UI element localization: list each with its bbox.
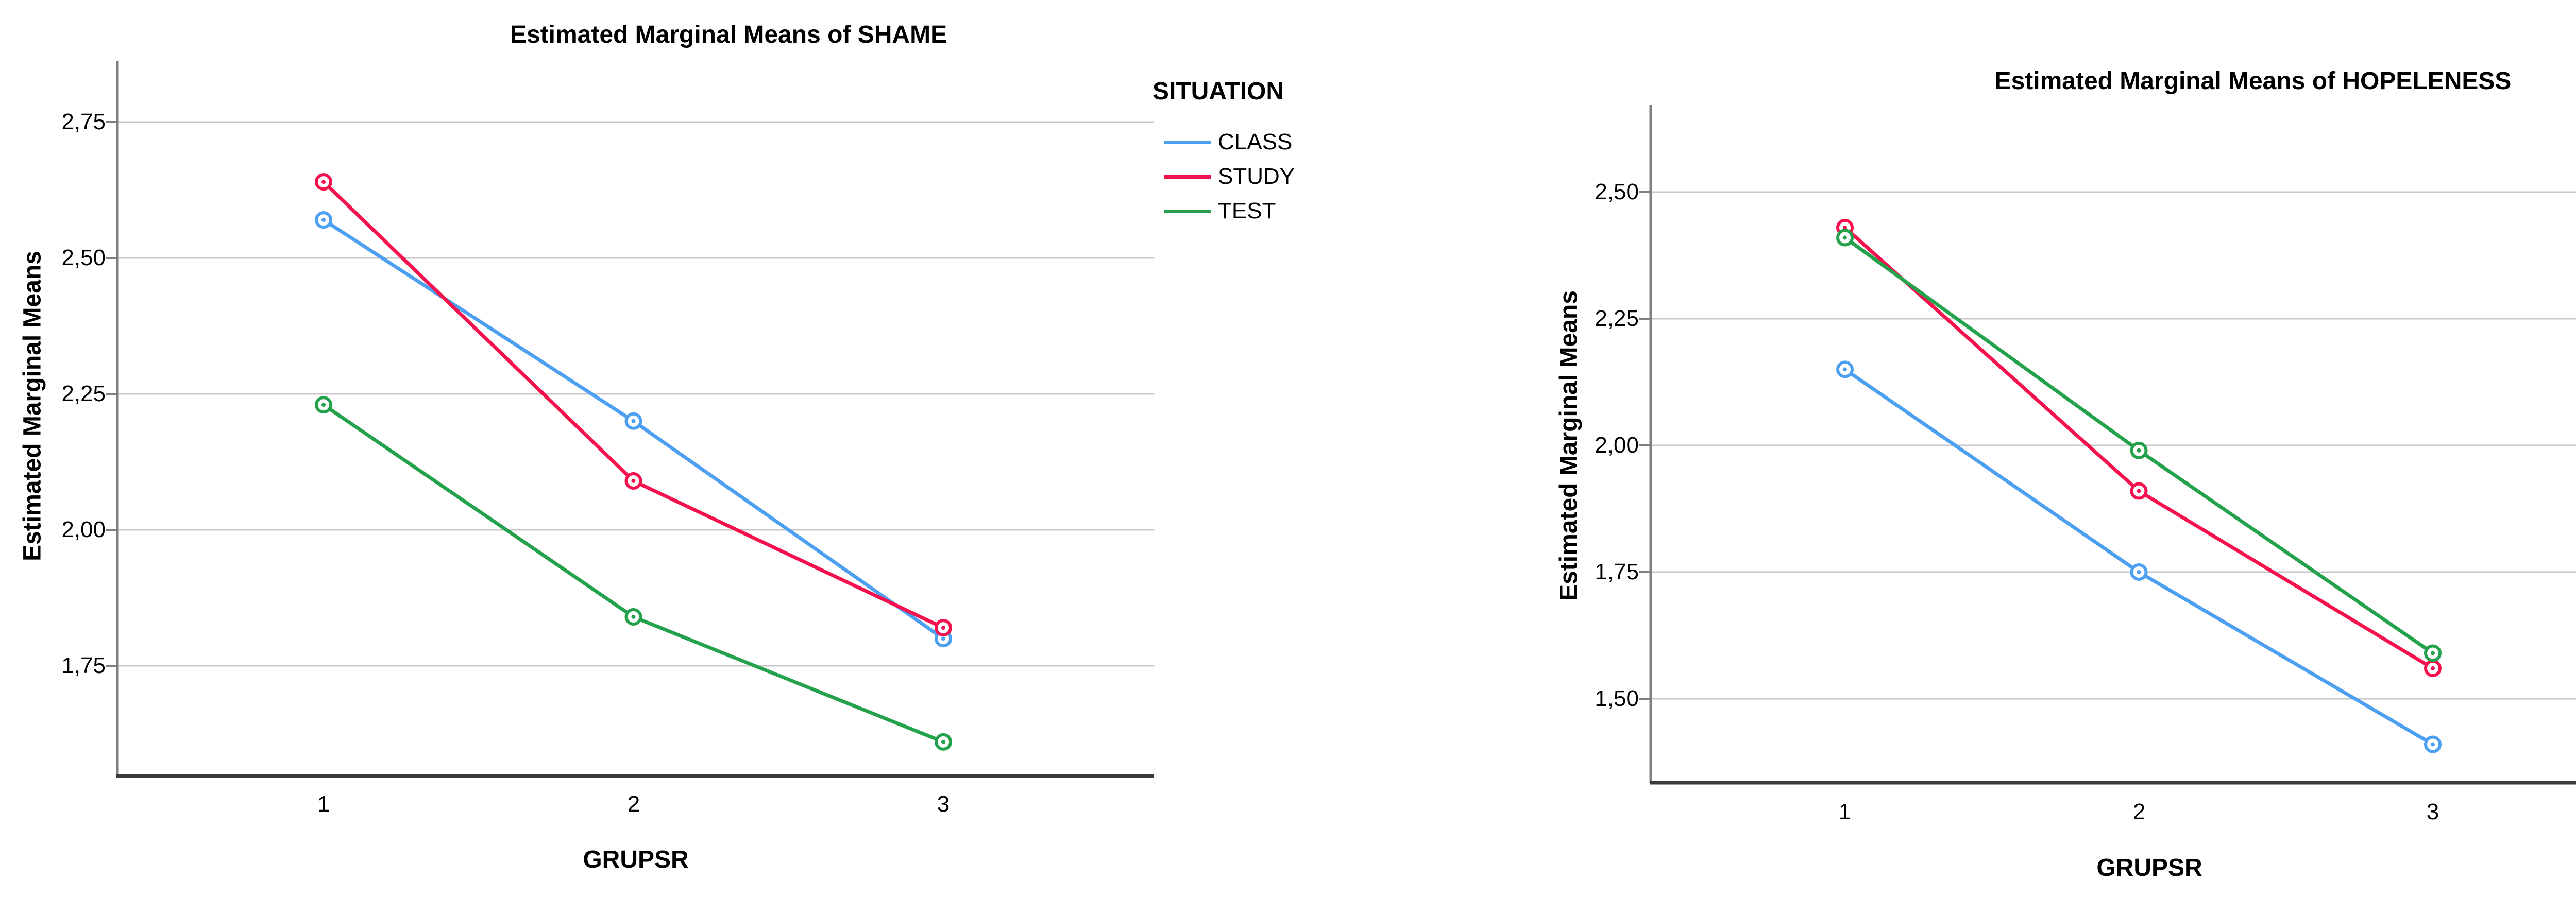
x-tick-label: 1: [317, 791, 330, 817]
x-axis-label-hopeleness: GRUPSR: [2096, 854, 2202, 882]
x-tick-label: 2: [627, 791, 640, 817]
legend-swatch-test: [1164, 209, 1211, 213]
legend-title: SITUATION: [1153, 78, 1284, 105]
data-point-center-test-2: [631, 614, 636, 619]
legend-label: TEST: [1218, 198, 1276, 223]
chart-title-hopeleness: Estimated Marginal Means of HOPELENESS: [1994, 67, 2512, 95]
x-axis-label-shame: GRUPSR: [583, 846, 689, 873]
y-tick-label: 2,25: [1595, 306, 1639, 331]
y-tick-label: 2,75: [61, 109, 106, 134]
y-tick-label: 2,50: [61, 245, 106, 270]
legend-item-class: CLASS: [1164, 131, 1292, 153]
y-tick-label: 1,50: [1595, 686, 1639, 711]
series-line-study: [321, 180, 945, 630]
y-tick-label: 2,00: [1595, 433, 1639, 458]
legend-item-test: TEST: [1164, 200, 1276, 222]
y-tick-label: 2,25: [61, 381, 106, 406]
legend-label: STUDY: [1218, 164, 1295, 189]
data-point-center-class-1: [1843, 367, 1847, 372]
data-point-center-test-1: [321, 403, 326, 407]
data-point-center-class-2: [631, 419, 636, 423]
legend-label: CLASS: [1218, 129, 1293, 154]
y-tick-label: 2,00: [61, 517, 106, 542]
data-point-center-study-2: [2137, 489, 2141, 493]
x-tick-label: 2: [2132, 799, 2146, 824]
legend-item-study: STUDY: [1164, 165, 1295, 188]
y-tick-label: 2,50: [1595, 179, 1639, 204]
data-point-center-class-2: [2137, 570, 2141, 574]
data-point-center-class-3: [2431, 742, 2435, 747]
data-point-center-test-3: [2431, 651, 2435, 656]
data-point-center-class-3: [941, 636, 945, 641]
data-point-center-test-2: [2137, 448, 2141, 453]
y-tick-label: 1,75: [61, 653, 106, 678]
series-line-class: [1843, 367, 2435, 747]
y-tick-label: 1,75: [1595, 559, 1639, 584]
chart-title-shame: Estimated Marginal Means of SHAME: [510, 21, 947, 48]
data-point-center-test-3: [941, 739, 945, 744]
x-tick-label: 3: [2426, 799, 2439, 824]
data-point-center-class-1: [321, 218, 326, 222]
data-point-center-test-1: [1843, 235, 1847, 240]
data-point-center-study-1: [321, 180, 326, 184]
data-point-center-study-3: [2431, 666, 2435, 670]
legend-swatch-class: [1164, 140, 1211, 144]
data-point-center-study-3: [941, 626, 945, 630]
data-point-center-study-1: [1843, 225, 1847, 230]
legend-swatch-study: [1164, 175, 1211, 179]
data-point-center-study-2: [631, 478, 636, 483]
x-tick-label: 1: [1838, 799, 1852, 824]
x-tick-label: 3: [937, 791, 950, 817]
